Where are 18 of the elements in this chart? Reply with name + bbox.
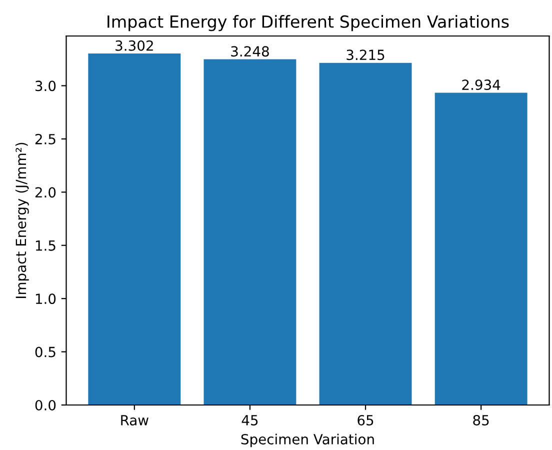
y-tick-label: 0.0 <box>35 400 56 410</box>
y-tick-label: 0.5 <box>35 346 56 358</box>
x-tick-label: Raw <box>121 415 148 426</box>
y-tick-label: 1.5 <box>36 240 56 251</box>
x-tick-label: 65 <box>358 414 374 426</box>
y-tick-label: 1.0 <box>36 294 56 304</box>
chart-title: Impact Energy for Different Specimen Variations <box>108 15 509 32</box>
data-label: 3.215 <box>346 50 384 60</box>
x-tick-label: 85 <box>473 414 489 426</box>
x-axis-title: Specimen Variation <box>241 434 374 448</box>
data-label: 2.934 <box>462 80 500 90</box>
data-label: 3.248 <box>231 46 269 57</box>
x-tick-label: 45 <box>242 415 258 426</box>
y-tick-label: 2.0 <box>35 187 56 198</box>
y-tick-label: 2.5 <box>35 134 56 144</box>
y-tick-label: 3.0 <box>35 80 56 92</box>
data-label: 3.302 <box>116 40 153 51</box>
y-axis-title: Impact Energy (J/mm²) <box>15 142 29 298</box>
